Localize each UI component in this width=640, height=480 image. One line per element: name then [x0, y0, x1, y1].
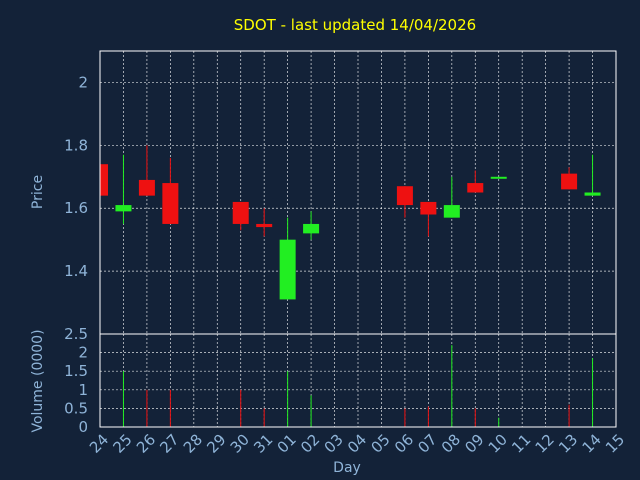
candles-layer — [99, 145, 601, 300]
candle-body-25 — [115, 205, 132, 212]
candle-body-26 — [138, 179, 155, 196]
volume-tick-label: 2 — [78, 344, 88, 362]
candle-body-14 — [584, 192, 601, 196]
candle-body-24 — [100, 164, 108, 196]
price-tick-label: 1.8 — [64, 136, 88, 154]
candle-body-31 — [256, 223, 273, 228]
candle-body-30 — [232, 201, 249, 224]
x-axis-label: Day — [333, 460, 361, 476]
candle-body-02 — [303, 223, 320, 234]
volume-tick-label: 2.5 — [64, 325, 88, 343]
candle-body-09 — [467, 183, 484, 193]
candle-body-07 — [420, 201, 437, 215]
frame-layer — [99, 50, 617, 428]
volume-tick-label: 0 — [78, 418, 88, 436]
candle-body-08 — [443, 205, 460, 218]
price-axis-label: Price — [30, 175, 46, 209]
volume-plot-frame — [99, 333, 617, 428]
price-tick-label: 1.4 — [64, 262, 88, 280]
volume-tick-label: 0.5 — [64, 399, 88, 417]
price-tick-label: 1.6 — [64, 199, 88, 217]
candle-body-06 — [396, 186, 413, 206]
price-tick-label: 2 — [78, 73, 88, 91]
volume-axis-label: Volume (0000) — [30, 329, 46, 432]
chart-title: SDOT - last updated 14/04/2026 — [234, 16, 476, 34]
candle-body-01 — [279, 239, 296, 300]
candle-body-13 — [561, 173, 578, 190]
volume-tick-label: 1.5 — [64, 362, 88, 380]
volume-tick-label: 1 — [78, 381, 88, 399]
candle-body-10 — [490, 176, 507, 179]
volume-bars-layer — [122, 345, 594, 427]
candle-body-27 — [162, 183, 179, 224]
